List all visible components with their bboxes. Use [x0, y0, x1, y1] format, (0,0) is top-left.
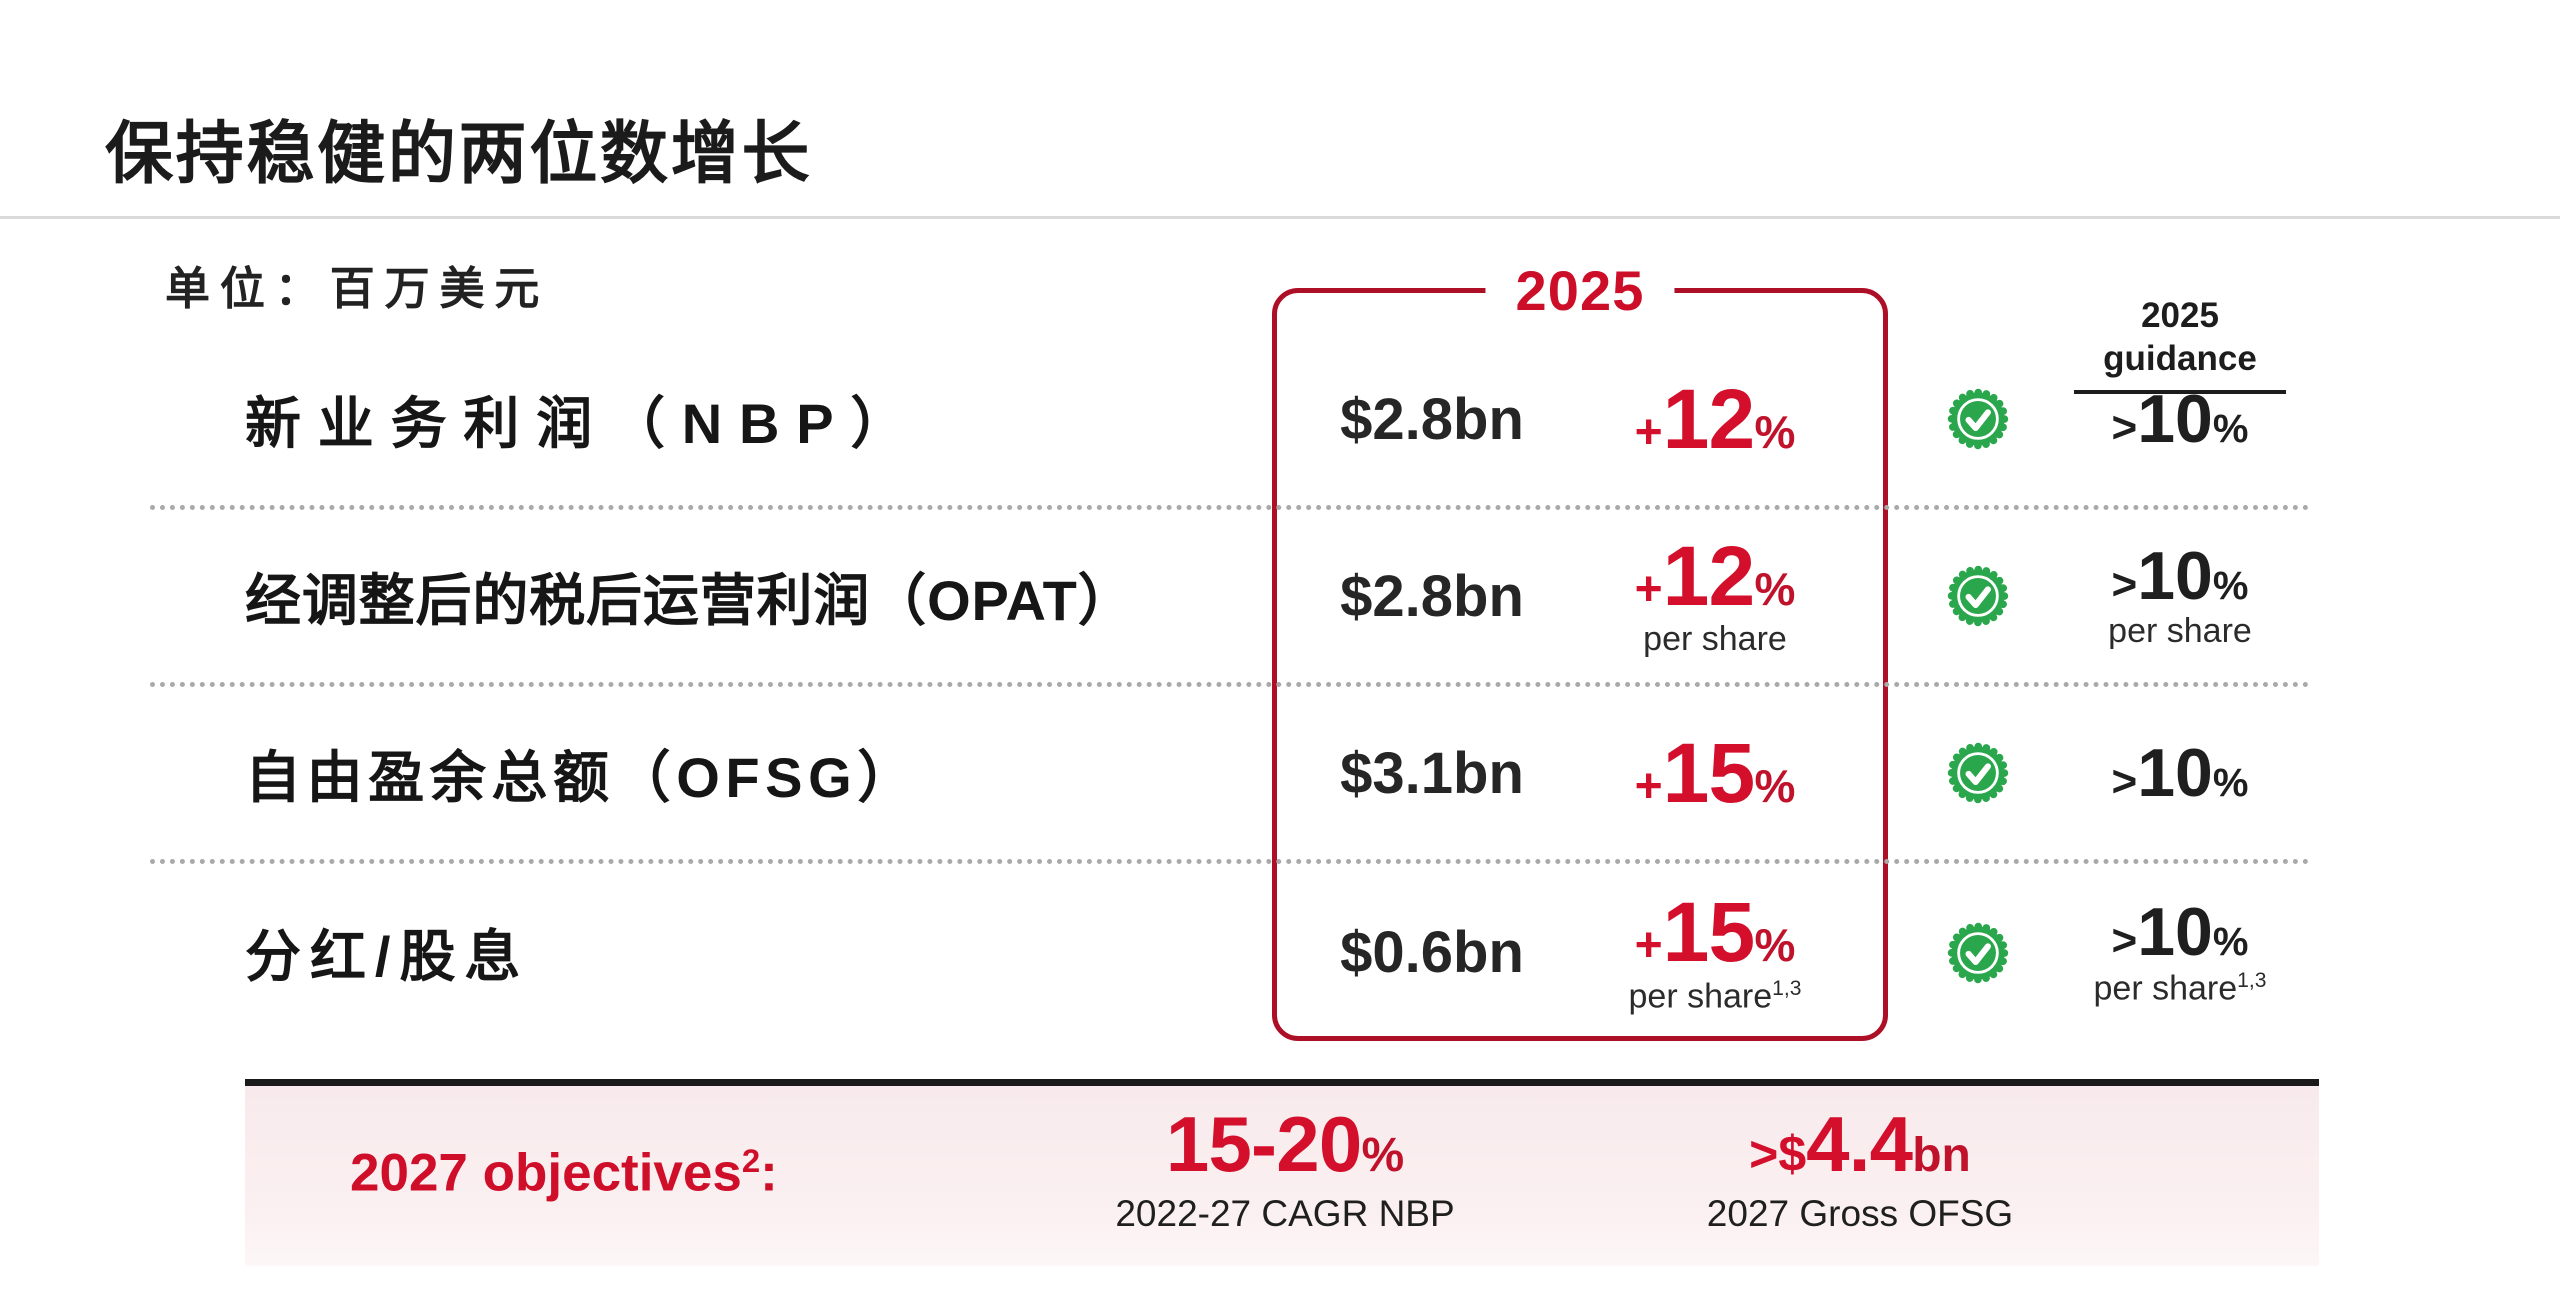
growth-cell: +12% per share [1592, 534, 1838, 658]
objective-item-gross-ofsg: >$4.4bn 2027 Gross OFSG [1707, 1105, 2013, 1232]
table-row-ofsg: 自由盈余总额（OFSG） $3.1bn +15% >10% [150, 687, 2310, 864]
growth-note: per share [1643, 620, 1787, 659]
title-divider [0, 216, 2560, 219]
guidance-percent-sign: % [2212, 919, 2249, 964]
growth-cell: +12% [1592, 377, 1838, 461]
row-label: 经调整后的税后运营利润（OPAT） [245, 568, 1135, 632]
growth-plus: + [1634, 406, 1663, 459]
footer-divider-line [245, 1079, 2319, 1086]
status-badge [1838, 919, 2118, 987]
growth-plus: + [1634, 760, 1663, 813]
table-row-opat: 经调整后的税后运营利润（OPAT） $2.8bn +12% per share … [150, 510, 2310, 687]
guidance-value: 10 [2137, 381, 2213, 457]
guidance-cell: >10% per share1,3 [2084, 898, 2276, 1007]
period-2025-label: 2025 [1485, 255, 1675, 327]
growth-note: per share1,3 [1592, 976, 1838, 1016]
growth-percent-sign: % [1754, 406, 1796, 458]
growth-cell: +15% per share1,3 [1592, 890, 1838, 1015]
objective-value: 4.4 [1806, 1100, 1913, 1188]
guidance-value: 10 [2137, 735, 2213, 811]
growth-plus: + [1634, 918, 1663, 972]
guidance-note-text: per share [2093, 969, 2238, 1008]
metric-value: $0.6bn [1340, 920, 1524, 985]
guidance-line: >10% [2084, 739, 2276, 807]
guidance-percent-sign: % [2212, 564, 2249, 609]
guidance-cell: >10% [2084, 739, 2276, 807]
growth-line: +12% [1592, 377, 1838, 461]
row-label: 分红/股息 [245, 925, 530, 988]
check-seal-icon [1947, 388, 2009, 450]
growth-percent-sign: % [1754, 918, 1796, 971]
guidance-percent-sign: % [2212, 407, 2249, 451]
objective-value-line: >$4.4bn [1707, 1105, 2013, 1183]
guidance-header-line2: guidance [2103, 338, 2257, 378]
metric-table: 新业务利润（NBP） $2.8bn +12% >10% 经调整后的税后运营利润（… [150, 333, 2310, 1041]
objectives-label-text: 2027 objectives [350, 1143, 742, 1203]
objectives-label-superscript: 2 [741, 1142, 761, 1180]
check-seal-icon [1947, 565, 2009, 627]
row-label: 自由盈余总额（OFSG） [245, 745, 919, 809]
growth-cell: +15% [1592, 731, 1838, 815]
growth-percent-sign: % [1754, 563, 1796, 616]
growth-value: 15 [1662, 726, 1756, 820]
guidance-header-underline [2074, 390, 2286, 395]
check-seal-icon [1947, 922, 2009, 983]
guidance-percent-sign: % [2212, 761, 2249, 805]
guidance-gt: > [2111, 560, 2138, 610]
objective-value-line: 15-20% [1115, 1105, 1454, 1183]
guidance-note-superscript: 1,3 [2237, 968, 2267, 992]
growth-value: 15 [1662, 884, 1756, 979]
guidance-cell: >10% [2084, 385, 2276, 453]
growth-note-text: per share [1628, 977, 1773, 1016]
objective-prefix: >$ [1749, 1126, 1807, 1182]
page-title: 保持稳健的两位数增长 [105, 116, 813, 192]
unit-label: 单位：百万美元 [165, 263, 550, 314]
guidance-column-header: 2025 guidance [2030, 295, 2330, 395]
growth-value: 12 [1662, 529, 1756, 624]
guidance-line: >10% [2084, 542, 2276, 610]
status-badge [1838, 562, 2118, 630]
metric-value: $2.8bn [1340, 563, 1524, 629]
objective-value: 15-20 [1165, 1100, 1362, 1188]
objectives-label-colon: : [760, 1143, 778, 1203]
table-row-nbp: 新业务利润（NBP） $2.8bn +12% >10% [150, 333, 2310, 510]
growth-plus: + [1634, 563, 1663, 617]
guidance-line: >10% [2084, 898, 2276, 966]
growth-value: 12 [1662, 372, 1756, 466]
guidance-cell: >10% per share [2084, 542, 2276, 650]
check-seal-icon [1947, 742, 2009, 804]
growth-percent-sign: % [1754, 760, 1796, 812]
status-badge [1838, 739, 2118, 807]
growth-line: +12% [1592, 534, 1838, 618]
guidance-gt: > [2111, 915, 2138, 965]
metric-value: $2.8bn [1340, 386, 1524, 452]
objective-caption: 2022-27 CAGR NBP [1115, 1193, 1455, 1234]
growth-line: +15% [1592, 890, 1838, 974]
guidance-line: >10% [2084, 385, 2276, 453]
objectives-label: 2027 objectives2: [350, 1108, 778, 1238]
period-2025-box: 2025 [1272, 255, 1888, 1041]
guidance-value: 10 [2137, 893, 2213, 970]
footer-objectives-bar [245, 1086, 2319, 1266]
table-row-dividend: 分红/股息 $0.6bn +15% per share1,3 >10% per … [150, 864, 2310, 1041]
metric-value: $3.1bn [1340, 740, 1524, 806]
guidance-header-line1: 2025 [2141, 296, 2219, 335]
guidance-note: per share1,3 [2084, 968, 2276, 1008]
status-badge [1838, 385, 2118, 453]
objective-item-cagr: 15-20% 2022-27 CAGR NBP [1115, 1105, 1454, 1232]
guidance-value: 10 [2137, 538, 2213, 615]
guidance-gt: > [2111, 757, 2138, 806]
guidance-note: per share [2108, 612, 2252, 651]
objective-suffix: % [1361, 1129, 1405, 1182]
guidance-gt: > [2111, 403, 2138, 452]
growth-line: +15% [1592, 731, 1838, 815]
growth-note-superscript: 1,3 [1772, 976, 1802, 1000]
row-label: 新业务利润（NBP） [245, 391, 924, 455]
objective-suffix: bn [1912, 1129, 1971, 1182]
objective-caption: 2027 Gross OFSG [1706, 1193, 2014, 1234]
